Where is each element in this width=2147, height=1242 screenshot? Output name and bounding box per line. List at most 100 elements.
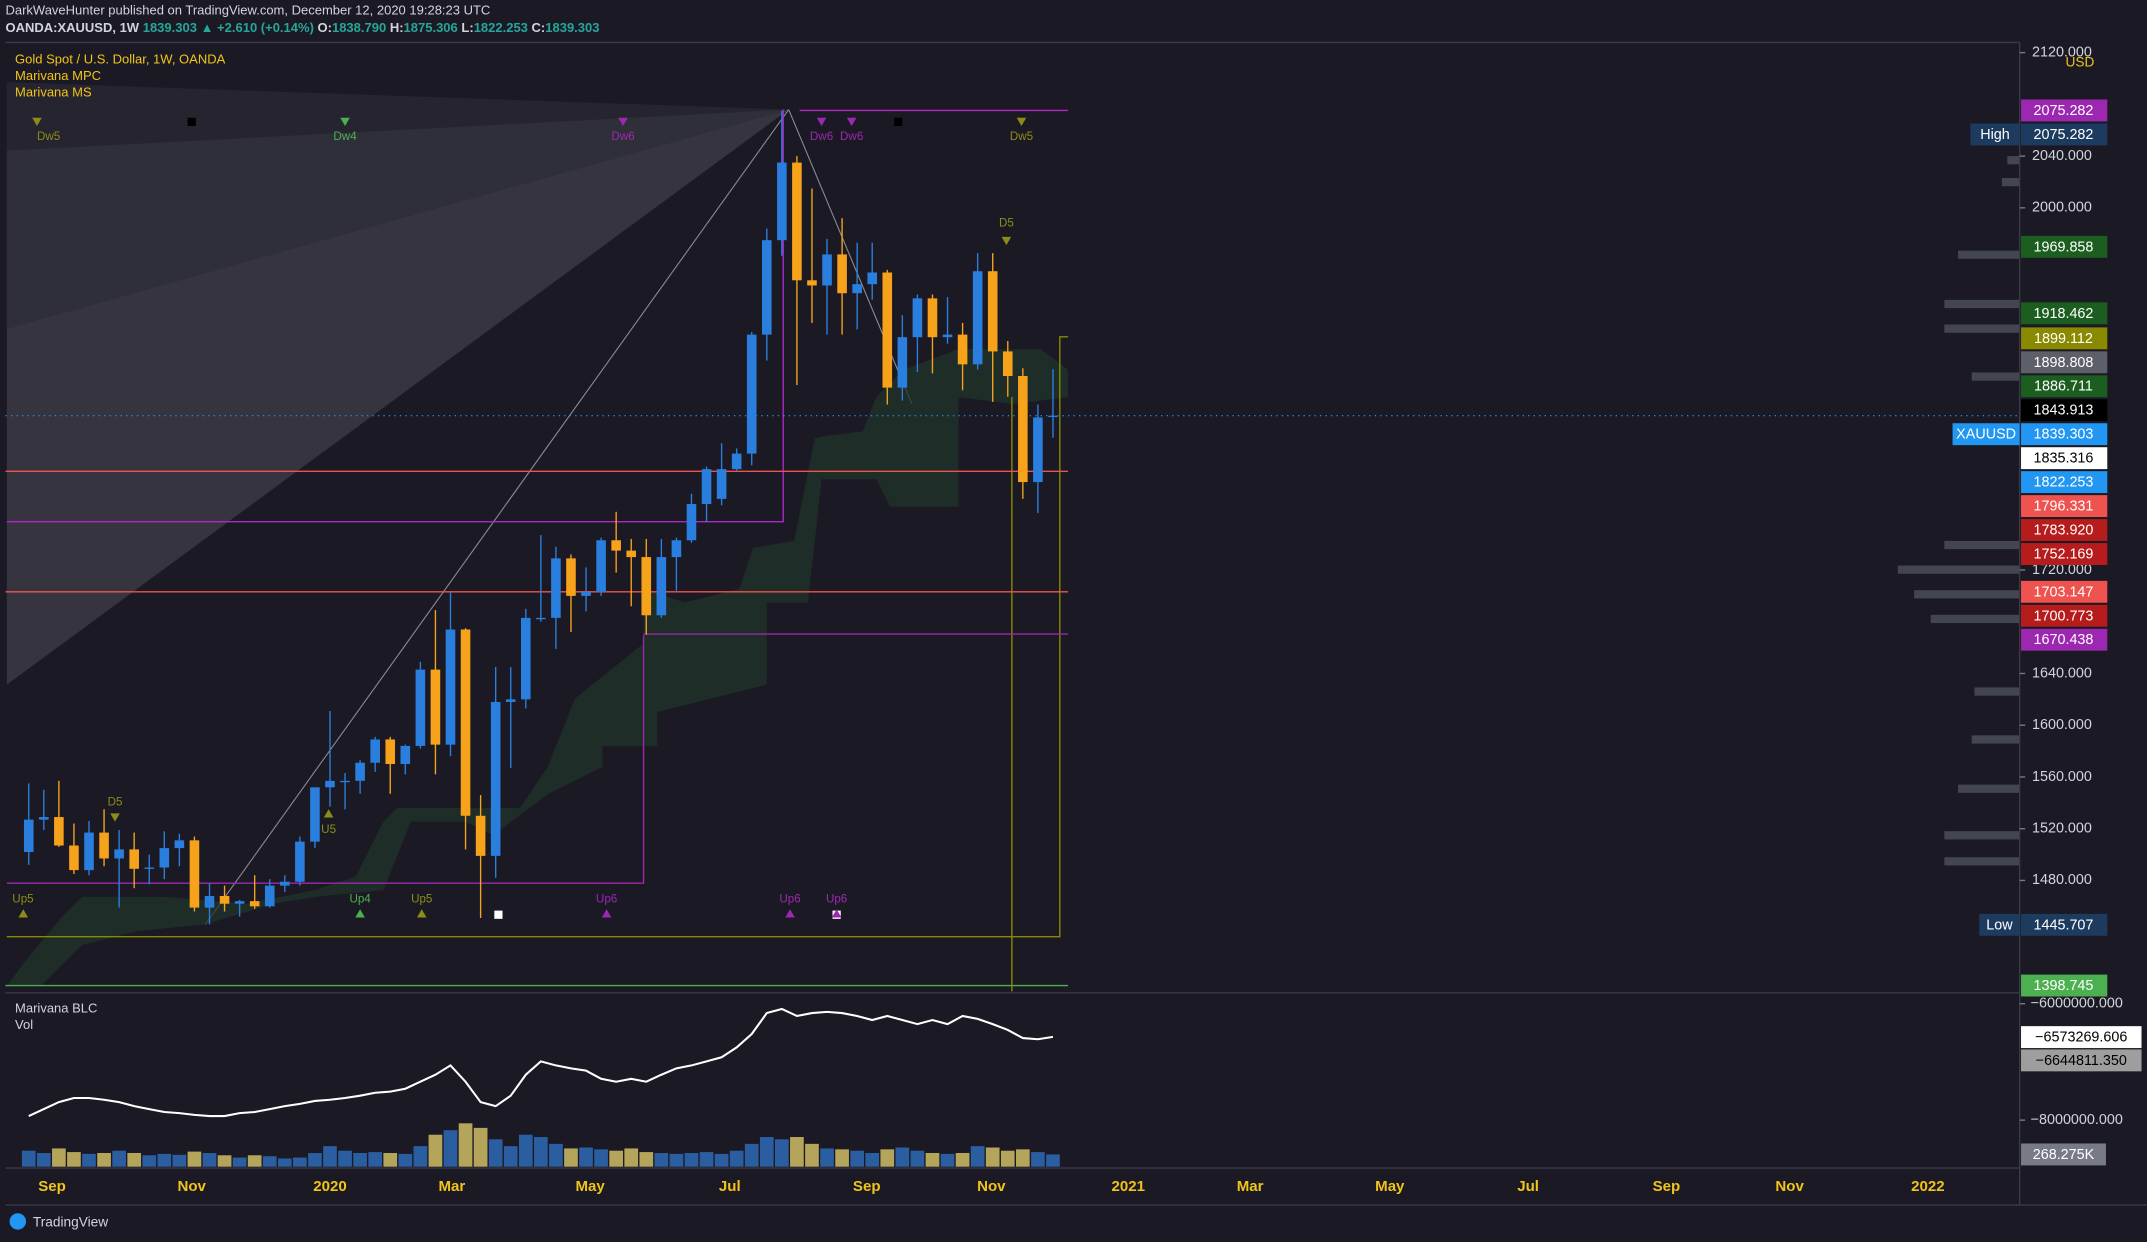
volume-bar bbox=[142, 1155, 157, 1167]
symbol: OANDA:XAUUSD, 1W bbox=[5, 20, 139, 35]
currency: USD bbox=[2065, 55, 2094, 70]
candle-body bbox=[54, 817, 64, 846]
x-tick-label: Jul bbox=[719, 1178, 741, 1195]
y-tick-label: 2000.000 bbox=[2032, 200, 2092, 216]
volume-bar bbox=[699, 1152, 714, 1167]
volume-bar bbox=[940, 1153, 955, 1167]
candle-body bbox=[987, 271, 998, 352]
candle-body bbox=[204, 895, 215, 908]
x-tick-label: Nov bbox=[1775, 1178, 1804, 1195]
fan-zone bbox=[6, 109, 789, 685]
volume-bar bbox=[865, 1152, 880, 1167]
volume-bar bbox=[654, 1152, 669, 1167]
price-tag-label: 1899.112 bbox=[2034, 331, 2093, 347]
candle-body bbox=[490, 701, 501, 856]
candle-body bbox=[716, 469, 727, 499]
price-tag bbox=[2021, 471, 2108, 494]
volume-bar bbox=[503, 1146, 518, 1167]
ohlc-value: 1839.303 bbox=[545, 20, 599, 35]
price-tag-label: 1969.858 bbox=[2034, 239, 2094, 255]
cloud bbox=[6, 349, 1069, 986]
volume-bar bbox=[955, 1152, 970, 1167]
candle-body bbox=[1018, 375, 1028, 483]
volume-bar bbox=[217, 1155, 232, 1167]
volume-bar bbox=[473, 1127, 488, 1167]
candle-body bbox=[129, 849, 139, 869]
marker-arrow bbox=[355, 909, 365, 918]
volume-bar bbox=[549, 1143, 563, 1167]
price-pane: Dw5 Dw4 Dw6 Dw6 Dw6 Dw5 D5 D5 U5 Up5 Up4 Up5 Up6 Up6 U… bbox=[5, 109, 2020, 987]
price-tag-label: 1796.331 bbox=[2034, 499, 2094, 515]
candle-body bbox=[912, 298, 923, 338]
profile-bar bbox=[1944, 857, 2020, 866]
volume-bar bbox=[790, 1137, 804, 1167]
marker-label: D5 bbox=[999, 216, 1014, 229]
candle-body bbox=[1033, 417, 1043, 483]
price-tag-label: 1843.913 bbox=[2034, 403, 2094, 419]
candle-body bbox=[39, 817, 49, 820]
candle-body bbox=[23, 819, 34, 852]
y-tick-label: 2120.000 bbox=[2032, 44, 2092, 60]
x-tick-label: Jul bbox=[1517, 1178, 1539, 1195]
candle-body bbox=[475, 815, 486, 856]
profile-bar bbox=[1944, 299, 2020, 309]
volume-bar bbox=[277, 1158, 292, 1167]
x-tick-label: 2020 bbox=[313, 1178, 346, 1195]
price-tag bbox=[2021, 519, 2108, 542]
tag-name: Low bbox=[1986, 917, 2013, 933]
blc-tag-label: −6644811.350 bbox=[2036, 1053, 2127, 1069]
marker-label: Up5 bbox=[12, 893, 33, 906]
x-tick-label: Sep bbox=[853, 1178, 881, 1195]
volume-bar bbox=[1046, 1154, 1060, 1167]
marker-label: Dw5 bbox=[1010, 130, 1033, 143]
change: ▲ +2.610 (+0.14%) bbox=[201, 20, 314, 35]
y-tick-label: −6000000.000 bbox=[2031, 996, 2123, 1012]
price-tag bbox=[2021, 399, 2108, 422]
volume-bar bbox=[232, 1157, 247, 1167]
x-tick-label: 2022 bbox=[1911, 1178, 1944, 1195]
marker-label: Up6 bbox=[826, 893, 847, 906]
currency-box bbox=[2062, 50, 2098, 73]
blc-line bbox=[28, 1007, 1054, 1118]
candle-body bbox=[325, 780, 335, 788]
candle-body bbox=[822, 254, 832, 286]
marker-label: Up5 bbox=[411, 893, 432, 906]
marker-arrow bbox=[1001, 236, 1012, 246]
candle-body bbox=[189, 840, 200, 908]
x-tick-label: May bbox=[1375, 1178, 1405, 1195]
volume-bar bbox=[684, 1152, 699, 1167]
profile-bar bbox=[1958, 250, 2020, 259]
volume-bar bbox=[895, 1147, 910, 1167]
volume-bar bbox=[609, 1150, 624, 1167]
ohlc-key: H: bbox=[390, 20, 404, 35]
price-tag bbox=[2021, 974, 2108, 997]
candle-body bbox=[99, 832, 109, 859]
price-tag bbox=[2021, 423, 2108, 446]
square bbox=[187, 117, 196, 126]
price-tag bbox=[2021, 580, 2108, 603]
candle-body bbox=[234, 901, 245, 904]
marker-label: Up6 bbox=[596, 893, 617, 906]
volume-bar bbox=[835, 1149, 849, 1167]
profile-bar bbox=[1971, 735, 2020, 744]
fan bbox=[6, 82, 913, 925]
candle-body bbox=[731, 453, 742, 470]
ohlc-value: 1875.306 bbox=[404, 20, 458, 35]
volume-bar bbox=[729, 1150, 744, 1167]
volume-bar bbox=[202, 1152, 217, 1167]
price-tag-label: 1835.316 bbox=[2034, 451, 2094, 467]
marker-arrow bbox=[831, 909, 842, 918]
profile-bar bbox=[1897, 565, 2020, 574]
candle-body bbox=[792, 162, 802, 281]
profile-bar bbox=[1974, 687, 2020, 696]
candle-body bbox=[596, 540, 606, 593]
price-tag-label: 1445.707 bbox=[2034, 917, 2094, 933]
volume-bar bbox=[564, 1148, 578, 1167]
candle-body bbox=[370, 739, 380, 763]
candle-body bbox=[746, 334, 757, 454]
candle-body bbox=[686, 504, 697, 541]
legend-item: Marivana MS bbox=[15, 85, 92, 100]
price-tag bbox=[2021, 99, 2108, 122]
